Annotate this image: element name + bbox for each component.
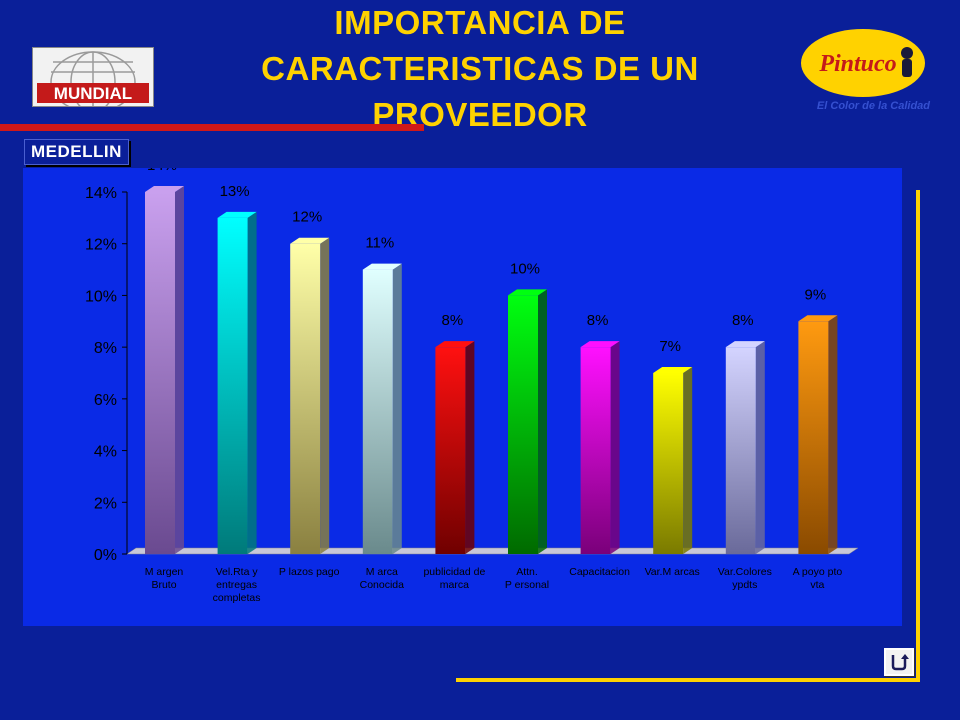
bar-top: [798, 315, 838, 322]
x-tick-label: Var.Colores: [718, 566, 772, 578]
frame-right-line: [916, 190, 920, 678]
y-tick-label: 6%: [94, 392, 117, 409]
y-tick-label: 12%: [85, 237, 117, 254]
x-tick-label: marca: [440, 579, 469, 591]
x-tick-label: vta: [810, 579, 824, 591]
y-tick-label: 8%: [94, 340, 117, 357]
y-tick-label: 10%: [85, 288, 117, 305]
x-tick-label: Var.M arcas: [645, 566, 700, 578]
title-underline: [0, 124, 424, 131]
x-tick-label: M argen: [145, 566, 184, 578]
bar-side: [465, 341, 475, 554]
data-label: 9%: [805, 286, 827, 303]
globe-icon: MUNDIAL: [37, 51, 149, 106]
svg-text:Pintuco: Pintuco: [818, 51, 896, 77]
bar: [508, 295, 538, 554]
svg-text:MUNDIAL: MUNDIAL: [54, 84, 132, 103]
x-tick-label: P ersonal: [505, 579, 549, 591]
data-label: 12%: [292, 209, 322, 226]
frame-bottom-line: [456, 678, 920, 682]
x-tick-label: ypdts: [732, 579, 757, 591]
bar-side: [320, 237, 330, 554]
mundial-logo: MUNDIAL: [32, 47, 154, 107]
bar-top: [508, 289, 547, 296]
bar: [725, 347, 756, 554]
bar-top: [653, 367, 693, 373]
data-label: 7%: [659, 338, 681, 355]
bar-top: [362, 263, 402, 270]
bar-side: [392, 263, 402, 554]
bar-side: [538, 289, 547, 554]
x-tick-label: completas: [213, 592, 261, 604]
bar: [798, 321, 829, 554]
x-tick-label: P lazos pago: [279, 566, 340, 578]
x-tick-label: Capacitacion: [569, 566, 630, 578]
x-tick-label: Vel.Rta y: [216, 566, 259, 578]
bar-top: [290, 237, 330, 244]
bar: [362, 269, 393, 554]
x-tick-label: Bruto: [151, 579, 176, 591]
bar-side: [683, 367, 693, 554]
x-tick-label: M arca: [366, 566, 398, 578]
bar-top: [145, 186, 184, 192]
data-label: 8%: [587, 312, 609, 329]
data-label: 8%: [732, 312, 754, 329]
return-arrow-icon: [891, 654, 909, 671]
data-label: 13%: [220, 183, 250, 200]
bar-top: [580, 341, 620, 348]
bar: [435, 347, 466, 554]
bar: [290, 243, 321, 554]
logo-tagline: El Color de la Calidad: [816, 100, 930, 112]
data-label: 11%: [365, 235, 394, 252]
bar-side: [828, 315, 838, 554]
y-tick-label: 0%: [94, 547, 117, 564]
bar: [653, 373, 684, 554]
x-tick-label: A poyo pto: [793, 566, 843, 578]
bar: [217, 217, 248, 554]
bar-top: [725, 341, 765, 348]
pintuco-logo: Pintuco: [800, 27, 930, 104]
bar-side: [247, 211, 257, 554]
y-tick-label: 4%: [94, 444, 117, 461]
bar-side: [755, 341, 765, 554]
bar: [145, 192, 175, 554]
page-title: IMPORTANCIA DE CARACTERISTICAS DE UN PRO…: [261, 4, 699, 133]
data-label: 14%: [147, 168, 177, 174]
city-label: MEDELLIN: [24, 139, 129, 165]
y-tick-label: 2%: [94, 495, 117, 512]
data-label: 8%: [442, 312, 464, 329]
y-tick-label: 14%: [85, 185, 117, 202]
bar-top: [435, 341, 475, 348]
bar-top: [217, 211, 257, 218]
x-tick-label: publicidad de: [423, 566, 485, 578]
return-button[interactable]: [884, 648, 914, 676]
bar: [580, 347, 611, 554]
bar-side: [610, 341, 620, 554]
x-tick-label: entregas: [216, 579, 257, 591]
data-label: 10%: [510, 260, 540, 277]
bar-side: [175, 186, 184, 554]
x-tick-label: Attn.: [516, 566, 538, 578]
x-tick-label: Conocida: [360, 579, 405, 591]
